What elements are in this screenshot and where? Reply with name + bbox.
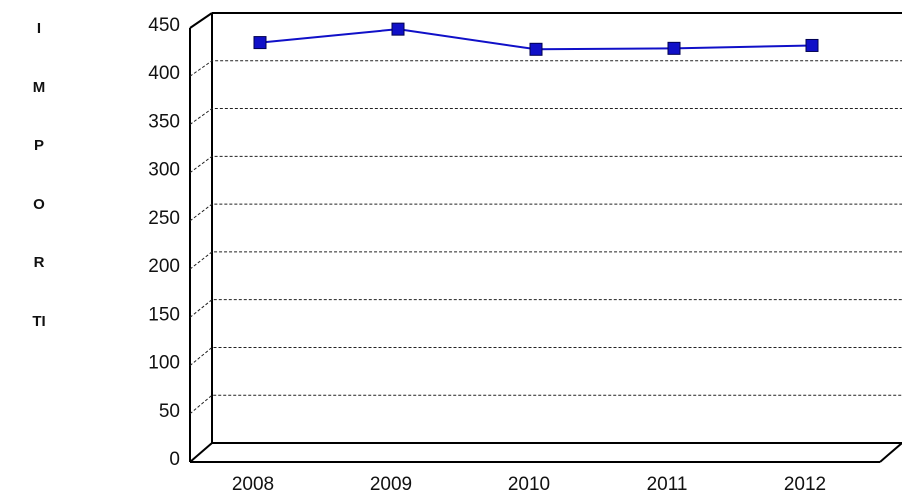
grid-line: [189, 299, 902, 318]
grid-line: [189, 346, 902, 366]
x-tick-label: 2012: [784, 474, 826, 495]
y-tick-label: 250: [148, 208, 180, 229]
y-axis-label: IMPORTI: [32, 20, 46, 330]
x-tick-label: 2010: [508, 474, 550, 495]
point-marker: [667, 41, 681, 55]
y-tick-label: 350: [148, 111, 180, 132]
grid-line: [189, 108, 902, 125]
x-tick-label: 2008: [232, 474, 274, 495]
grid-line: [189, 60, 902, 77]
y-tick-label: 400: [148, 63, 180, 84]
y-tick-label: 50: [159, 401, 180, 422]
x-tick-label: 2009: [370, 474, 412, 495]
y-tick-label: 200: [148, 256, 180, 277]
floor-right: [879, 442, 902, 463]
y-tick-label: 150: [148, 304, 180, 325]
side-bottom: [189, 442, 213, 463]
grid-line: [189, 203, 902, 222]
y-tick-label: 0: [169, 449, 180, 470]
point-marker: [805, 38, 819, 52]
x-tick-label: 2011: [647, 474, 688, 495]
y-tick-label: 100: [148, 353, 180, 374]
point-marker: [253, 36, 267, 50]
plot-frame: [189, 12, 902, 463]
point-marker: [529, 42, 543, 56]
grid-line: [189, 251, 902, 270]
y-tick-label: 450: [148, 15, 180, 36]
grid-line: [189, 155, 902, 174]
y-tick-label: 300: [148, 160, 180, 181]
side-top: [189, 12, 213, 29]
grid-line: [189, 394, 902, 415]
point-marker: [391, 22, 405, 36]
